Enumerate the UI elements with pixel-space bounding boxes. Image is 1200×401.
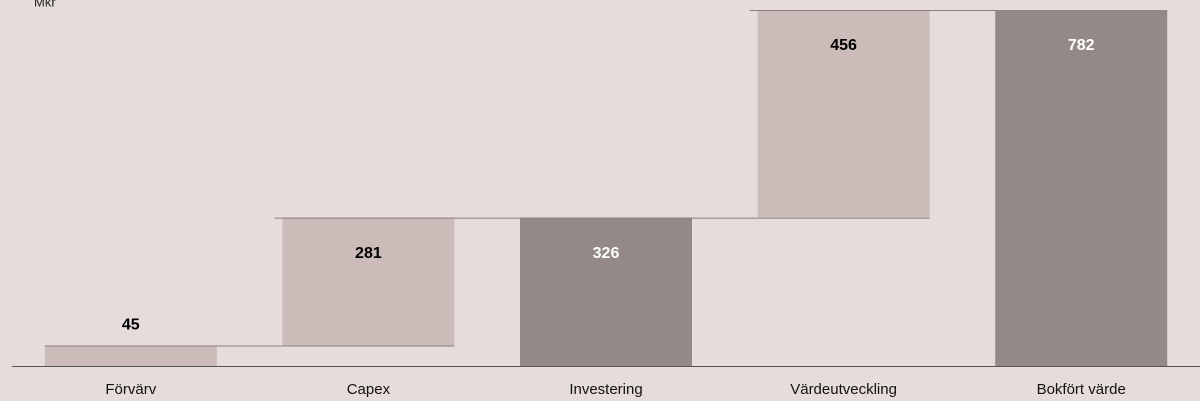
value-label: 782 <box>1068 37 1095 54</box>
value-label: 281 <box>355 245 382 262</box>
value-label: 326 <box>593 245 620 262</box>
x-tick-label: Förvärv <box>105 381 156 398</box>
bar <box>44 345 217 366</box>
y-axis-label: Mkr <box>34 0 56 9</box>
x-tick-label: Bokfört värde <box>1037 381 1126 398</box>
x-tick-label: Investering <box>569 381 642 398</box>
bar <box>757 10 930 218</box>
value-label: 45 <box>122 317 140 334</box>
bar <box>520 217 692 366</box>
bar <box>282 217 455 346</box>
x-tick-label: Capex <box>347 381 391 398</box>
bar <box>995 10 1168 366</box>
x-tick-label: Värdeutveckling <box>790 381 897 398</box>
value-label: 456 <box>830 37 857 54</box>
